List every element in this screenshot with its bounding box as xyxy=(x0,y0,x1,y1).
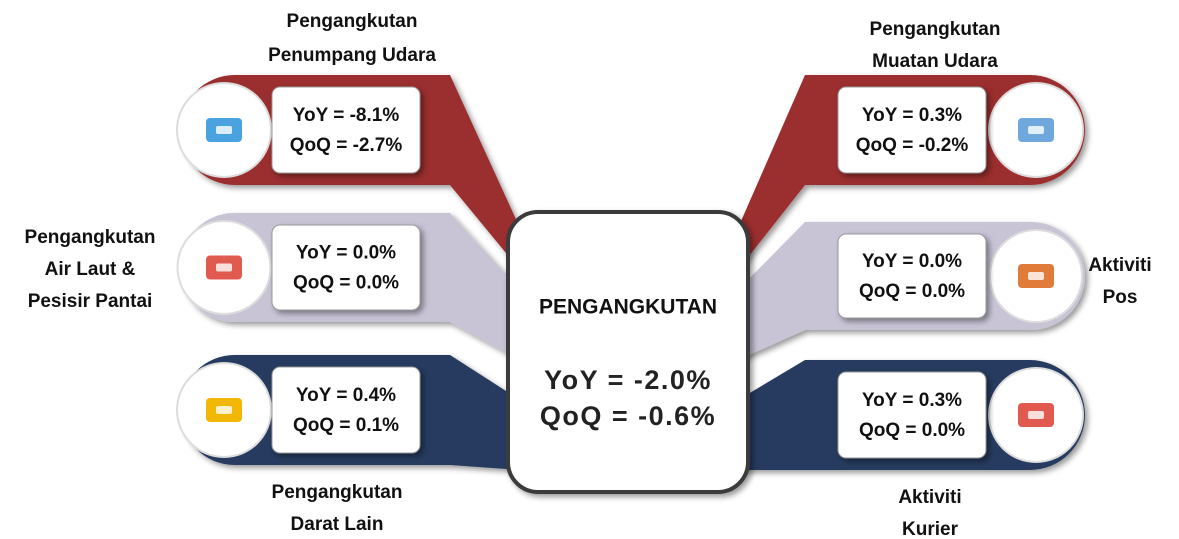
icon-detail xyxy=(1028,411,1044,419)
yoy: YoY = 0.3% xyxy=(862,105,962,126)
icon-detail xyxy=(216,126,232,134)
value-box xyxy=(837,233,987,319)
value-box xyxy=(837,371,987,459)
qoq: QoQ = 0.1% xyxy=(293,415,399,436)
yoy: YoY = -8.1% xyxy=(293,105,400,126)
segment-label: Kurier xyxy=(902,519,959,539)
icon-detail xyxy=(216,263,232,272)
segment-label: Pengangkutan xyxy=(287,11,418,32)
icon xyxy=(206,118,242,142)
center-qoq: QoQ = -0.6% xyxy=(540,401,716,431)
icon xyxy=(1018,403,1054,427)
icon-detail xyxy=(216,406,232,414)
center-box: PENGANGKUTAN YoY = -2.0% QoQ = -0.6% xyxy=(506,210,750,494)
center-title: PENGANGKUTAN xyxy=(539,296,717,319)
icon xyxy=(206,398,242,422)
qoq: QoQ = -2.7% xyxy=(290,135,403,156)
segment-label: Aktiviti xyxy=(898,487,961,508)
qoq: QoQ = -0.2% xyxy=(856,135,969,156)
segment-label: Pengangkutan xyxy=(870,19,1001,40)
segment-label: Muatan Udara xyxy=(872,51,998,72)
icon-detail xyxy=(1028,272,1044,280)
segment-label: Penumpang Udara xyxy=(268,45,436,66)
yoy: YoY = 0.0% xyxy=(862,251,962,272)
qoq: QoQ = 0.0% xyxy=(859,281,965,302)
qoq: QoQ = 0.0% xyxy=(293,273,399,294)
value-box xyxy=(837,86,987,174)
yoy: YoY = 0.3% xyxy=(862,390,962,411)
segment-label: Darat Lain xyxy=(291,514,384,535)
center-yoy: YoY = -2.0% xyxy=(544,365,712,395)
value-box xyxy=(271,366,421,454)
icon xyxy=(206,255,242,280)
icon xyxy=(1018,264,1054,288)
icon xyxy=(1018,118,1054,142)
value-box xyxy=(271,86,421,174)
segment-label: Aktiviti xyxy=(1088,255,1151,276)
segment-label: Pengangkutan xyxy=(25,227,156,248)
yoy: YoY = 0.4% xyxy=(296,385,396,406)
segment-label: Air Laut & xyxy=(45,259,136,280)
segment-label: Pos xyxy=(1103,287,1138,308)
segment-label: Pengangkutan xyxy=(272,482,403,503)
qoq: QoQ = 0.0% xyxy=(859,420,965,441)
segment-label: Pesisir Pantai xyxy=(28,291,153,312)
icon-detail xyxy=(1028,126,1044,134)
yoy: YoY = 0.0% xyxy=(296,243,396,264)
value-box xyxy=(271,224,421,311)
